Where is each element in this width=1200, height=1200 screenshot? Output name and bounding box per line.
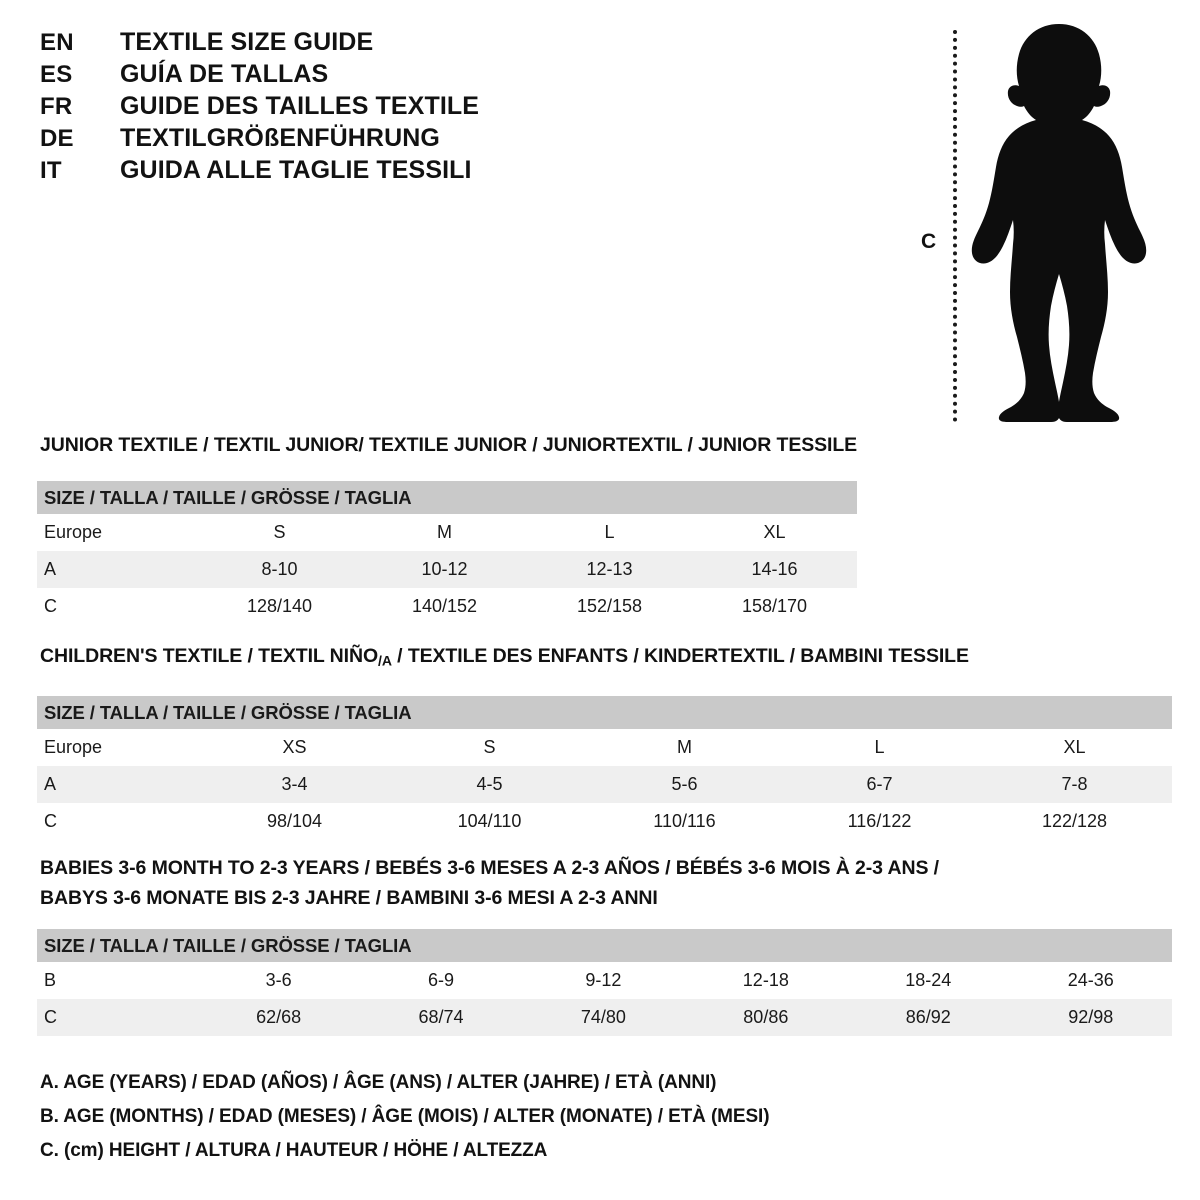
language-text-en: TEXTILE SIZE GUIDE bbox=[120, 28, 374, 56]
cell-value: 140/152 bbox=[362, 588, 527, 625]
table-header-bar-children: SIZE / TALLA / TAILLE / GRÖSSE / TAGLIA bbox=[37, 696, 1173, 729]
row-label-a: A bbox=[37, 766, 197, 803]
cell-value: 4-5 bbox=[392, 766, 587, 803]
section-title-junior: JUNIOR TEXTILE / TEXTIL JUNIOR/ TEXTILE … bbox=[40, 434, 858, 456]
cell-value: 98/104 bbox=[197, 803, 392, 840]
table-header-bar-babies: SIZE / TALLA / TAILLE / GRÖSSE / TAGLIA bbox=[37, 929, 1172, 962]
cell-value: 62/68 bbox=[197, 999, 360, 1036]
cell-value: L bbox=[782, 729, 977, 766]
cell-value: 128/140 bbox=[197, 588, 362, 625]
table-row: Europe XS S M L XL bbox=[37, 729, 1173, 766]
child-silhouette-icon bbox=[971, 24, 1147, 422]
language-row-de: DE TEXTILGRÖßENFÜHRUNG bbox=[40, 124, 560, 156]
cell-value: 5-6 bbox=[587, 766, 782, 803]
legend-line-a: A. AGE (YEARS) / EDAD (AÑOS) / ÂGE (ANS)… bbox=[40, 1072, 717, 1093]
cell-value: 110/116 bbox=[587, 803, 782, 840]
cell-value: 18-24 bbox=[847, 962, 1010, 999]
legend-block: A. AGE (YEARS) / EDAD (AÑOS) / ÂGE (ANS)… bbox=[40, 1066, 1040, 1168]
size-header-label-junior: SIZE / TALLA / TAILLE / GRÖSSE / TAGLIA bbox=[37, 481, 858, 514]
language-code-es: ES bbox=[40, 61, 73, 88]
cell-value: XL bbox=[692, 514, 858, 551]
cell-value: 10-12 bbox=[362, 551, 527, 588]
row-label-europe: Europe bbox=[37, 514, 197, 551]
cell-value: 68/74 bbox=[359, 999, 523, 1036]
table-header-bar-junior: SIZE / TALLA / TAILLE / GRÖSSE / TAGLIA bbox=[37, 481, 858, 514]
row-label-b: B bbox=[37, 962, 198, 999]
section-title-children-part2: / TEXTILE DES ENFANTS / KINDERTEXTIL / B… bbox=[391, 645, 969, 667]
cell-value: 24-36 bbox=[1009, 962, 1172, 999]
table-row: A 8-10 10-12 12-13 14-16 bbox=[37, 551, 858, 588]
size-header-label-children: SIZE / TALLA / TAILLE / GRÖSSE / TAGLIA bbox=[37, 696, 1173, 729]
table-row: B 3-6 6-9 9-12 12-18 18-24 24-36 bbox=[37, 962, 1172, 999]
table-row: Europe S M L XL bbox=[37, 514, 858, 551]
language-row-es: ES GUÍA DE TALLAS bbox=[40, 60, 560, 92]
measure-label-c: C bbox=[921, 230, 937, 253]
table-row: C 98/104 104/110 110/116 116/122 122/128 bbox=[37, 803, 1173, 840]
row-label-c: C bbox=[37, 999, 198, 1036]
cell-value: 116/122 bbox=[782, 803, 977, 840]
table-row: C 128/140 140/152 152/158 158/170 bbox=[37, 588, 858, 625]
cell-value: 74/80 bbox=[522, 999, 685, 1036]
children-size-table: SIZE / TALLA / TAILLE / GRÖSSE / TAGLIA … bbox=[37, 696, 1173, 840]
cell-value: 3-4 bbox=[197, 766, 392, 803]
language-row-it: IT GUIDA ALLE TAGLIE TESSILI bbox=[40, 156, 560, 188]
language-row-en: EN TEXTILE SIZE GUIDE bbox=[40, 28, 560, 60]
cell-value: XS bbox=[197, 729, 392, 766]
table-row: C 62/68 68/74 74/80 80/86 86/92 92/98 bbox=[37, 999, 1172, 1036]
dotted-measure-line bbox=[953, 30, 957, 422]
cell-value: 12-18 bbox=[684, 962, 848, 999]
cell-value: 122/128 bbox=[977, 803, 1173, 840]
cell-value: S bbox=[392, 729, 587, 766]
cell-value: 92/98 bbox=[1009, 999, 1172, 1036]
cell-value: XL bbox=[977, 729, 1173, 766]
language-text-de: TEXTILGRÖßENFÜHRUNG bbox=[120, 124, 440, 152]
legend-line-c: C. (cm) HEIGHT / ALTURA / HAUTEUR / HÖHE… bbox=[40, 1140, 548, 1161]
cell-value: 6-7 bbox=[782, 766, 977, 803]
language-code-fr: FR bbox=[40, 93, 73, 120]
language-code-de: DE bbox=[40, 125, 74, 152]
row-label-c: C bbox=[37, 588, 197, 625]
language-code-en: EN bbox=[40, 29, 74, 56]
language-text-es: GUÍA DE TALLAS bbox=[120, 60, 329, 88]
cell-value: 6-9 bbox=[359, 962, 523, 999]
junior-size-table: SIZE / TALLA / TAILLE / GRÖSSE / TAGLIA … bbox=[37, 481, 858, 625]
cell-value: L bbox=[527, 514, 692, 551]
table-row: A 3-4 4-5 5-6 6-7 7-8 bbox=[37, 766, 1173, 803]
cell-value: 80/86 bbox=[684, 999, 848, 1036]
language-row-fr: FR GUIDE DES TAILLES TEXTILE bbox=[40, 92, 560, 124]
language-header-block: EN TEXTILE SIZE GUIDE ES GUÍA DE TALLAS … bbox=[40, 28, 560, 188]
cell-value: M bbox=[362, 514, 527, 551]
language-code-it: IT bbox=[40, 157, 62, 184]
section-title-children-part1: CHILDREN'S TEXTILE / TEXTIL NIÑO bbox=[40, 645, 379, 667]
row-label-europe: Europe bbox=[37, 729, 197, 766]
cell-value: 152/158 bbox=[527, 588, 692, 625]
language-text-it: GUIDA ALLE TAGLIE TESSILI bbox=[120, 156, 472, 184]
section-title-babies-line2: BABYS 3-6 MONATE BIS 2-3 JAHRE / BAMBINI… bbox=[40, 887, 658, 909]
cell-value: M bbox=[587, 729, 782, 766]
cell-value: 158/170 bbox=[692, 588, 858, 625]
row-label-a: A bbox=[37, 551, 197, 588]
cell-value: 7-8 bbox=[977, 766, 1173, 803]
cell-value: 104/110 bbox=[392, 803, 587, 840]
cell-value: 9-12 bbox=[522, 962, 685, 999]
section-title-children-sub: /A bbox=[378, 652, 392, 669]
cell-value: 3-6 bbox=[197, 962, 360, 999]
babies-size-table: SIZE / TALLA / TAILLE / GRÖSSE / TAGLIA … bbox=[37, 929, 1172, 1036]
section-title-children: CHILDREN'S TEXTILE / TEXTIL NIÑO/A / TEX… bbox=[40, 645, 969, 669]
cell-value: 86/92 bbox=[847, 999, 1010, 1036]
cell-value: 14-16 bbox=[692, 551, 858, 588]
language-text-fr: GUIDE DES TAILLES TEXTILE bbox=[120, 92, 480, 120]
legend-line-b: B. AGE (MONTHS) / EDAD (MESES) / ÂGE (MO… bbox=[40, 1106, 770, 1127]
cell-value: 8-10 bbox=[197, 551, 362, 588]
cell-value: 12-13 bbox=[527, 551, 692, 588]
section-title-babies-line1: BABIES 3-6 MONTH TO 2-3 YEARS / BEBÉS 3-… bbox=[40, 857, 939, 879]
height-measure-figure: C bbox=[905, 12, 1165, 422]
row-label-c: C bbox=[37, 803, 197, 840]
cell-value: S bbox=[197, 514, 362, 551]
size-header-label-babies: SIZE / TALLA / TAILLE / GRÖSSE / TAGLIA bbox=[37, 929, 1172, 962]
